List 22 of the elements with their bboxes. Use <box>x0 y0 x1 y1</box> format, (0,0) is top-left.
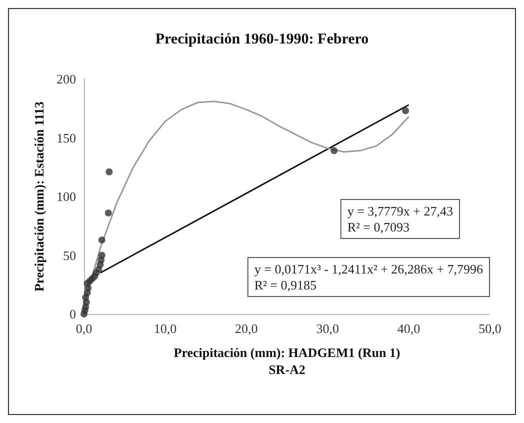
point <box>98 252 106 259</box>
y-tick-label: 0 <box>70 306 76 322</box>
annotation: y = 3,7779x + 27,43 R² = 0,7093 <box>347 204 454 234</box>
x-tick-label: 50,0 <box>478 321 502 336</box>
point <box>402 107 410 114</box>
x-tick-label: 0,0 <box>76 321 92 336</box>
x-tick-label: 10,0 <box>154 321 177 336</box>
point <box>98 236 106 244</box>
y-tick-label: 50 <box>63 248 76 263</box>
x-axis-title: Precipitación (mm): HADGEM1 (Run 1) SR-A2 <box>174 345 400 377</box>
point <box>106 168 113 176</box>
point <box>104 209 112 216</box>
y-tick-label: 150 <box>56 130 76 146</box>
point <box>330 147 338 154</box>
x-tick-label: 40,0 <box>397 321 420 336</box>
y-tick-label: 200 <box>56 72 76 86</box>
chart-title: Precipitación 1960-1990: Febrero <box>155 32 369 48</box>
y-axis-title: Precipitación (mm): Estación 1113 <box>32 100 47 292</box>
x-tick-label: 20,0 <box>235 321 258 336</box>
x-tick-label: 30,0 <box>316 321 339 336</box>
y-tick-label: 100 <box>56 189 76 204</box>
annotation: y = 0,0171x³ - 1,2411x² + 26,286x + 7,7996 R² = 0,9185 <box>254 262 484 292</box>
